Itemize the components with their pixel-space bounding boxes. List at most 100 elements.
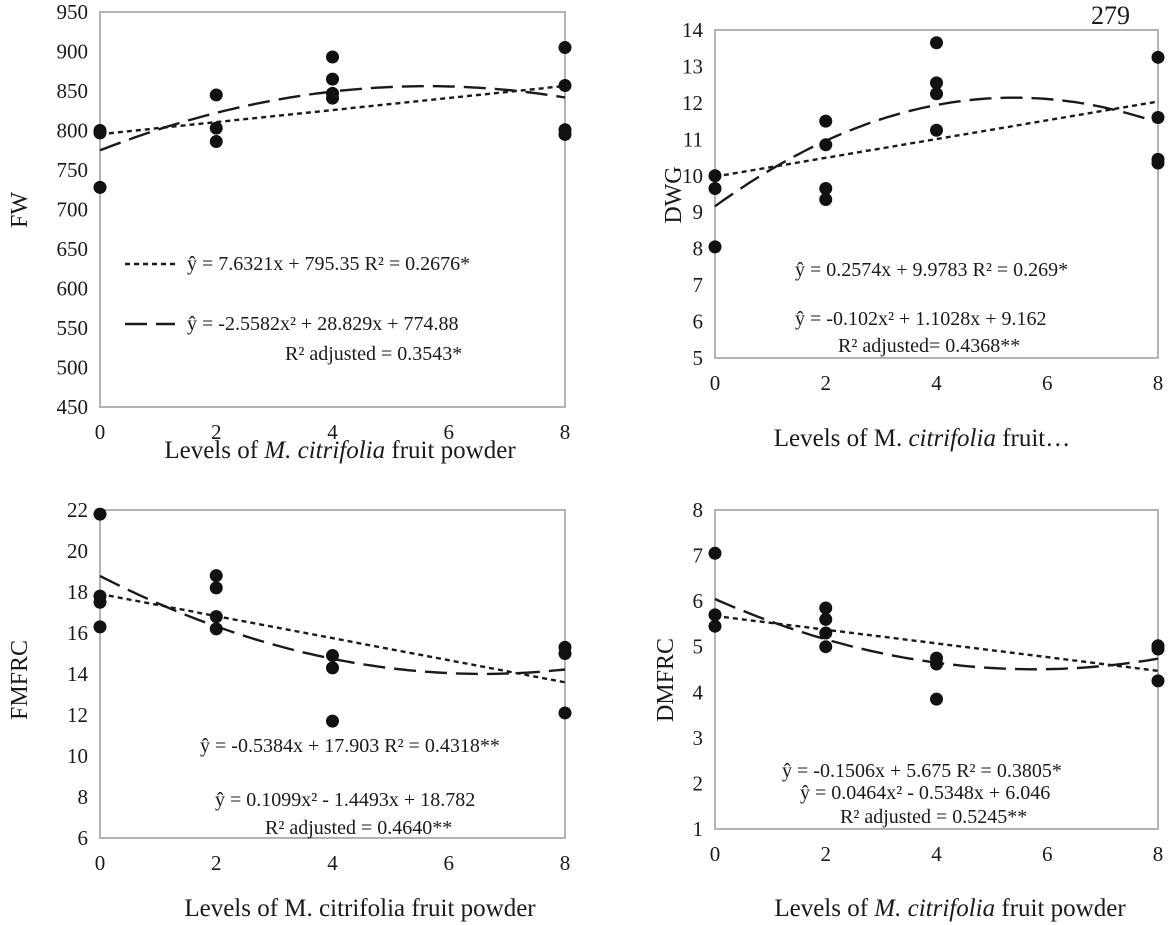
data-point bbox=[326, 91, 339, 105]
data-point bbox=[930, 87, 943, 101]
adjusted-r2-label: R² adjusted= 0.4368** bbox=[838, 335, 1020, 357]
y-tick-label: 11 bbox=[683, 127, 703, 151]
data-point bbox=[708, 619, 722, 633]
x-tick-label: 8 bbox=[560, 851, 571, 875]
data-point bbox=[209, 569, 223, 583]
x-tick-label: 6 bbox=[1042, 842, 1053, 866]
data-point bbox=[708, 169, 722, 183]
data-point bbox=[558, 41, 572, 55]
y-axis-label: DWG bbox=[661, 166, 687, 223]
data-point bbox=[819, 626, 833, 640]
data-point bbox=[93, 595, 107, 609]
adjusted-r2-label: R² adjusted = 0.4640** bbox=[265, 817, 452, 839]
data-point bbox=[209, 581, 223, 595]
x-axis-label: Levels of M. citrifolia fruit powder bbox=[774, 895, 1126, 922]
y-tick-label: 13 bbox=[682, 54, 703, 78]
data-point bbox=[819, 138, 833, 152]
fw-chart-panel: 450 500 550 600 650 700 750 800 850 900 950 0 2 4 6 8 FW… bbox=[7, 0, 572, 464]
y-tick-label: 450 bbox=[57, 395, 89, 419]
linear-equation-label: ŷ = -0.1506x + 5.675 R² = 0.3805* bbox=[782, 760, 1062, 782]
data-point bbox=[819, 182, 833, 196]
data-point bbox=[209, 88, 223, 102]
y-axis-label: FW bbox=[7, 192, 33, 228]
x-tick-label: 4 bbox=[931, 842, 942, 866]
quadratic-trendline bbox=[99, 85, 566, 152]
fmfrc-chart-panel: 6 8 10 12 14 16 18 20 22 0 2 4 6 8 FMFRC Levels of M. c… bbox=[7, 498, 572, 922]
data-point bbox=[558, 127, 572, 141]
y-tick-label: 10 bbox=[682, 164, 703, 188]
data-point bbox=[326, 649, 339, 663]
data-point bbox=[708, 240, 722, 254]
y-tick-label: 650 bbox=[57, 237, 89, 261]
linear-trendline bbox=[714, 614, 1159, 673]
x-tick-label: 0 bbox=[710, 371, 721, 395]
y-tick-label: 6 bbox=[78, 826, 89, 850]
x-axis-label: Levels of M. citrifolia fruit… bbox=[774, 425, 1071, 452]
x-tick-label: 2 bbox=[821, 371, 832, 395]
data-point bbox=[326, 50, 339, 64]
y-tick-label: 12 bbox=[67, 703, 88, 727]
x-tick-label: 0 bbox=[95, 420, 106, 444]
data-point bbox=[209, 610, 223, 624]
data-point bbox=[93, 126, 107, 140]
data-point bbox=[708, 608, 722, 622]
y-tick-label: 7 bbox=[693, 544, 704, 568]
x-tick-label: 0 bbox=[710, 842, 721, 866]
x-tick-label: 8 bbox=[560, 420, 571, 444]
x-tick-label: 2 bbox=[211, 420, 222, 444]
data-point bbox=[930, 123, 943, 137]
data-point bbox=[819, 612, 833, 626]
data-point bbox=[93, 507, 107, 521]
y-tick-label: 6 bbox=[693, 310, 704, 334]
adjusted-r2-label: R² adjusted = 0.5245** bbox=[840, 806, 1027, 828]
data-point bbox=[326, 72, 339, 86]
y-axis-label: DMFRC bbox=[653, 638, 679, 722]
y-tick-label: 14 bbox=[682, 18, 704, 42]
y-tick-label: 5 bbox=[693, 635, 704, 659]
y-tick-label: 16 bbox=[67, 621, 88, 645]
data-point bbox=[930, 692, 943, 706]
quadratic-equation-label: ŷ = 0.0464x² - 0.5348x + 6.046 bbox=[800, 782, 1050, 804]
x-tick-label: 4 bbox=[327, 420, 338, 444]
data-point bbox=[930, 76, 943, 90]
y-tick-label: 7 bbox=[693, 273, 704, 297]
y-tick-label: 10 bbox=[67, 744, 88, 768]
data-point bbox=[1151, 110, 1165, 124]
y-tick-label: 14 bbox=[67, 662, 89, 686]
data-point bbox=[209, 622, 223, 636]
y-tick-label: 1 bbox=[693, 817, 704, 841]
y-tick-label: 750 bbox=[57, 158, 89, 182]
y-tick-label: 950 bbox=[57, 0, 89, 24]
y-tick-label: 550 bbox=[57, 316, 89, 340]
data-point bbox=[1151, 642, 1165, 656]
x-tick-label: 4 bbox=[931, 371, 942, 395]
y-tick-label: 4 bbox=[693, 680, 704, 704]
linear-equation-label: ŷ = -0.5384x + 17.903 R² = 0.4318** bbox=[200, 735, 500, 757]
y-tick-label: 500 bbox=[57, 356, 89, 380]
y-tick-label: 12 bbox=[682, 91, 703, 115]
linear-trendline bbox=[714, 100, 1159, 178]
data-point bbox=[930, 36, 943, 50]
linear-equation-label: ŷ = 0.2574x + 9.9783 R² = 0.269* bbox=[795, 259, 1068, 281]
y-tick-label: 900 bbox=[57, 40, 89, 64]
data-point bbox=[209, 135, 223, 149]
y-tick-label: 800 bbox=[57, 119, 89, 143]
y-tick-label: 9 bbox=[693, 200, 704, 224]
y-tick-label: 600 bbox=[57, 277, 89, 301]
x-tick-label: 2 bbox=[821, 842, 832, 866]
data-point bbox=[930, 657, 943, 671]
data-point bbox=[1151, 50, 1165, 64]
data-point bbox=[326, 661, 339, 675]
y-tick-label: 700 bbox=[57, 198, 89, 222]
plot-area-frame bbox=[99, 509, 566, 839]
quadratic-equation-label: ŷ = -2.5582x² + 28.829x + 774.88 bbox=[187, 313, 459, 335]
x-tick-label: 8 bbox=[1153, 371, 1164, 395]
dmfrc-chart-panel: 1 2 3 4 5 6 7 8 0 2 4 6 8 DMFRC Levels of M. citrifoli… bbox=[653, 498, 1165, 922]
x-tick-label: 6 bbox=[444, 851, 455, 875]
x-tick-label: 6 bbox=[1042, 371, 1053, 395]
plot-area-frame bbox=[714, 509, 1159, 830]
data-point bbox=[1151, 156, 1165, 170]
data-point bbox=[819, 114, 833, 128]
